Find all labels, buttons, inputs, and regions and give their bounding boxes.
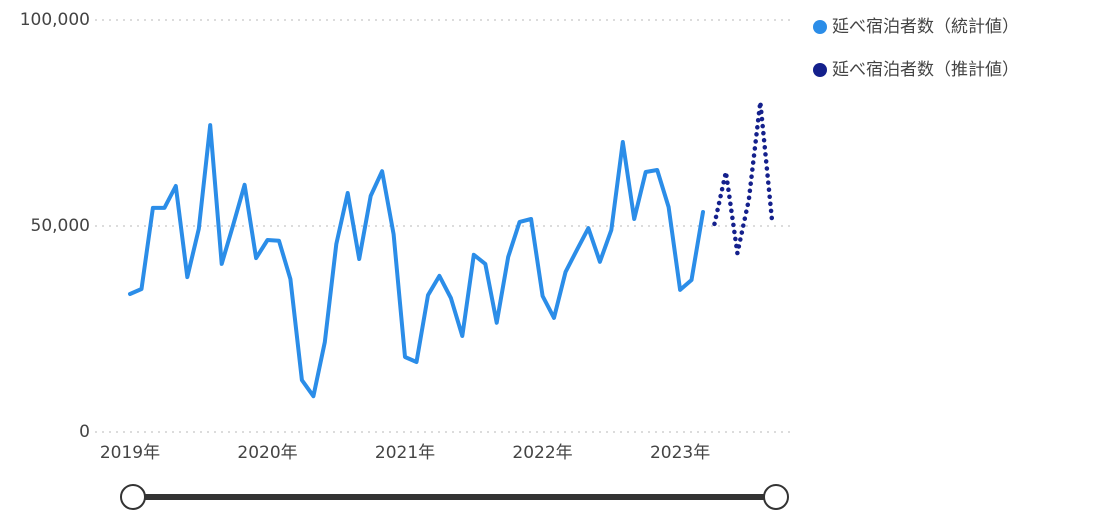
x-tick-label: 2019年: [100, 443, 160, 463]
x-tick-label: 2020年: [237, 443, 297, 463]
y-tick-label: 50,000: [31, 216, 90, 236]
slider-handle[interactable]: [763, 484, 789, 510]
legend-marker: [813, 20, 827, 34]
legend-marker: [813, 63, 827, 77]
x-tick-label: 2023年: [650, 443, 710, 463]
range-slider[interactable]: [120, 484, 789, 510]
series-line: [128, 123, 705, 399]
legend-label: 延べ宿泊者数（推計値）: [832, 60, 1019, 80]
y-tick-label: 100,000: [20, 10, 90, 30]
slider-handle[interactable]: [120, 484, 146, 510]
y-tick-label: 0: [79, 422, 90, 442]
x-tick-label: 2022年: [512, 443, 572, 463]
legend-label: 延べ宿泊者数（統計値）: [832, 17, 1019, 37]
series-line: [712, 99, 775, 256]
x-tick-label: 2021年: [375, 443, 435, 463]
